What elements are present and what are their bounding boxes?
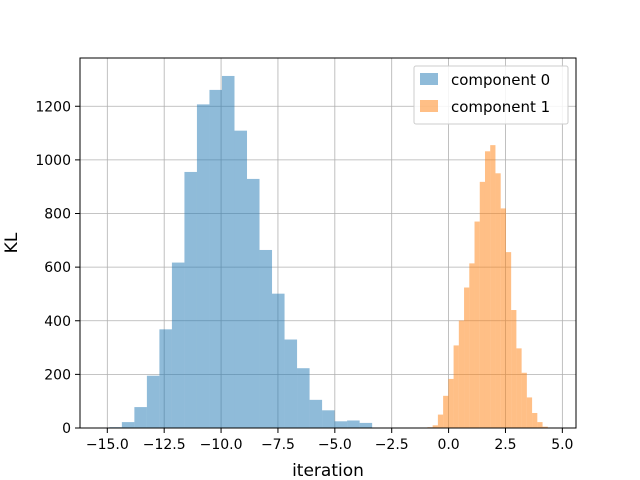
histogram-bar	[259, 249, 273, 428]
plot-frame	[79, 57, 577, 429]
x-tick-label: −12.5	[143, 437, 186, 453]
y-tick-label: 200	[44, 367, 71, 383]
legend-swatch-component-0	[420, 73, 438, 85]
legend-label-component-0: component 0	[451, 71, 550, 89]
x-tick-label: −5.0	[318, 437, 352, 453]
legend-label-component-1: component 1	[451, 98, 550, 116]
histogram-bar	[464, 287, 470, 428]
y-tick-label: 800	[44, 207, 71, 223]
histogram-bar	[448, 378, 454, 428]
histogram-bar	[284, 339, 298, 428]
histogram-bar	[272, 293, 285, 428]
histogram-bar	[134, 407, 147, 428]
histogram-bar	[500, 208, 506, 428]
x-tick-label: 2.5	[494, 437, 516, 453]
histogram-bar	[443, 395, 449, 428]
histogram-bar	[532, 412, 538, 428]
histogram-bar	[234, 130, 248, 428]
x-tick-label: −15.0	[86, 437, 129, 453]
histogram-bar	[542, 426, 548, 428]
series-component-1	[427, 145, 548, 428]
series-component-0	[109, 75, 373, 429]
histogram-bar	[171, 262, 185, 428]
histogram-bar	[479, 181, 485, 428]
histogram-bar	[453, 345, 459, 428]
histogram-bar	[247, 178, 260, 428]
legend: component 0 component 1	[413, 65, 569, 125]
histogram-bar	[495, 173, 501, 428]
axis-ticks: −15.0 −12.5 −10.0 −7.5 −5.0 −2.5 0.0 2.5 5.0 0 200…	[35, 99, 573, 453]
legend-swatch-component-1	[420, 100, 438, 112]
x-tick-label: 0.0	[437, 437, 459, 453]
histogram-bar	[474, 221, 480, 428]
histogram-bar	[322, 410, 335, 428]
y-tick-label: 400	[44, 314, 71, 330]
histogram-bar	[209, 89, 222, 429]
x-axis-label: iteration	[292, 461, 364, 480]
histogram-bar	[505, 252, 512, 428]
histogram-bar	[159, 329, 172, 428]
histogram-bar	[432, 425, 438, 428]
y-tick-label: 1000	[35, 153, 71, 169]
histogram-bar	[458, 320, 465, 428]
histogram-bar	[484, 151, 491, 428]
histogram-bars	[109, 75, 548, 429]
x-tick-label: −2.5	[375, 437, 409, 453]
x-tick-label: 5.0	[551, 437, 573, 453]
histogram-bar	[511, 310, 517, 428]
y-tick-label: 0	[62, 421, 71, 437]
histogram-bar	[121, 422, 135, 428]
histogram-bar	[184, 171, 197, 428]
histogram-bar	[516, 348, 522, 428]
histogram-bar	[359, 422, 373, 428]
y-tick-label: 1200	[35, 99, 71, 115]
y-tick-label: 600	[44, 260, 71, 276]
histogram-bar	[334, 421, 348, 428]
histogram-bar	[469, 263, 475, 428]
x-tick-label: −10.0	[200, 437, 243, 453]
y-axis-label: KL	[2, 232, 22, 253]
histogram-bar	[297, 368, 310, 428]
histogram-bar	[196, 104, 210, 428]
histogram-bar	[490, 145, 496, 428]
histogram-bar	[309, 399, 323, 428]
histogram-bar	[347, 420, 360, 428]
x-tick-label: −7.5	[261, 437, 295, 453]
histogram-bar	[537, 422, 543, 428]
histogram-bar	[221, 75, 235, 428]
histogram-bar	[521, 372, 527, 428]
legend-box	[413, 65, 569, 125]
histogram-bar	[146, 375, 160, 428]
histogram-bar	[437, 414, 444, 428]
histogram-bar	[526, 397, 533, 428]
